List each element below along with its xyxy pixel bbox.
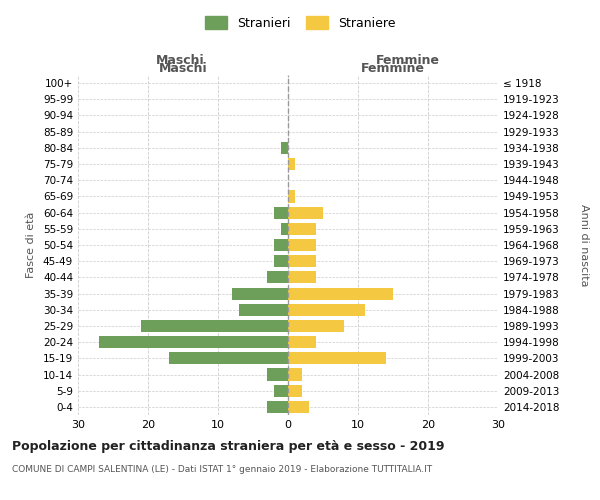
Bar (274, 384, 288, 397)
Bar (288, 239, 316, 251)
Bar (288, 401, 309, 413)
Bar (288, 255, 316, 268)
Bar (274, 206, 288, 218)
Y-axis label: Fasce di età: Fasce di età (26, 212, 36, 278)
Bar (288, 190, 295, 202)
Bar (288, 336, 316, 348)
Bar (288, 222, 316, 235)
Bar (288, 272, 316, 283)
Bar (274, 239, 288, 251)
Bar (281, 142, 288, 154)
Bar (288, 352, 386, 364)
Bar (288, 320, 344, 332)
Text: Popolazione per cittadinanza straniera per età e sesso - 2019: Popolazione per cittadinanza straniera p… (12, 440, 445, 453)
Bar (288, 368, 302, 380)
Text: Maschi: Maschi (158, 62, 208, 75)
Bar (274, 255, 288, 268)
Text: Femmine: Femmine (376, 54, 440, 68)
Bar (288, 206, 323, 218)
Bar (141, 320, 288, 332)
Text: COMUNE DI CAMPI SALENTINA (LE) - Dati ISTAT 1° gennaio 2019 - Elaborazione TUTTI: COMUNE DI CAMPI SALENTINA (LE) - Dati IS… (12, 465, 432, 474)
Bar (281, 222, 288, 235)
Bar (169, 352, 288, 364)
Bar (99, 336, 288, 348)
Bar (267, 368, 288, 380)
Legend: Stranieri, Straniere: Stranieri, Straniere (199, 11, 401, 35)
Y-axis label: Anni di nascita: Anni di nascita (579, 204, 589, 286)
Bar (288, 304, 365, 316)
Text: Maschi: Maschi (155, 54, 205, 68)
Bar (267, 401, 288, 413)
Bar (288, 384, 302, 397)
Bar (288, 288, 393, 300)
Bar (288, 158, 295, 170)
Text: Femmine: Femmine (361, 62, 425, 75)
Bar (232, 288, 288, 300)
Bar (239, 304, 288, 316)
Bar (267, 272, 288, 283)
